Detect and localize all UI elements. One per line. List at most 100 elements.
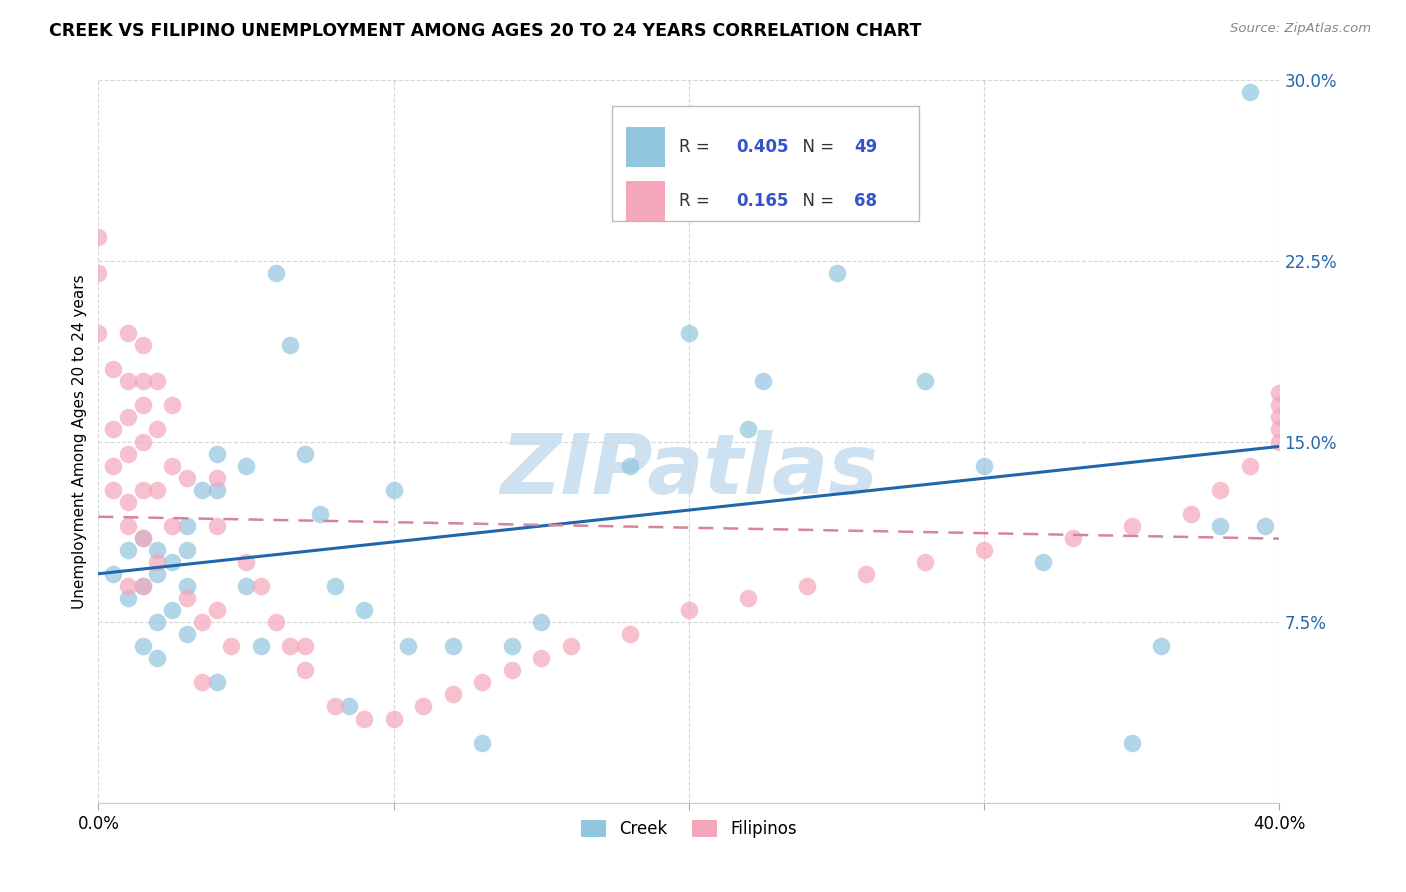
- Point: [103, 483, 125, 497]
- Point: [250, 579, 273, 593]
- Point: [132, 579, 155, 593]
- Point: [117, 410, 139, 425]
- Text: 0.405: 0.405: [737, 138, 789, 156]
- Point: [973, 458, 995, 473]
- Point: [294, 664, 316, 678]
- Text: N =: N =: [792, 138, 839, 156]
- Point: [205, 518, 228, 533]
- Point: [205, 483, 228, 497]
- Point: [250, 639, 273, 653]
- Bar: [626, 181, 665, 221]
- Point: [132, 338, 155, 352]
- Point: [560, 639, 582, 653]
- Point: [117, 518, 139, 533]
- Point: [176, 627, 198, 641]
- Text: 68: 68: [855, 193, 877, 211]
- Point: [87, 266, 110, 280]
- Point: [132, 398, 155, 412]
- Point: [471, 735, 494, 749]
- Point: [87, 326, 110, 340]
- Point: [382, 712, 405, 726]
- Legend: Creek, Filipinos: Creek, Filipinos: [574, 814, 804, 845]
- Point: [146, 651, 169, 665]
- Point: [530, 615, 553, 630]
- Point: [235, 555, 257, 569]
- Point: [1239, 85, 1261, 99]
- Point: [103, 362, 125, 376]
- Point: [1239, 458, 1261, 473]
- Text: 0.165: 0.165: [737, 193, 789, 211]
- Point: [294, 446, 316, 460]
- Point: [132, 639, 155, 653]
- Point: [103, 422, 125, 436]
- Point: [1180, 507, 1202, 521]
- Point: [117, 579, 139, 593]
- Point: [1032, 555, 1054, 569]
- Bar: [626, 128, 665, 167]
- Point: [221, 639, 243, 653]
- Point: [678, 326, 700, 340]
- Point: [294, 639, 316, 653]
- Point: [855, 567, 877, 582]
- Point: [117, 494, 139, 508]
- Point: [1268, 410, 1291, 425]
- Point: [1209, 518, 1232, 533]
- Point: [471, 675, 494, 690]
- Point: [412, 699, 434, 714]
- Point: [176, 579, 198, 593]
- Point: [146, 567, 169, 582]
- Point: [619, 458, 641, 473]
- Point: [530, 651, 553, 665]
- Point: [398, 639, 420, 653]
- Point: [132, 434, 155, 449]
- Point: [339, 699, 361, 714]
- Point: [132, 374, 155, 388]
- Point: [235, 458, 257, 473]
- Point: [264, 615, 287, 630]
- Point: [162, 603, 183, 617]
- Point: [132, 579, 155, 593]
- Point: [737, 591, 759, 605]
- Point: [678, 603, 700, 617]
- Point: [737, 422, 759, 436]
- Point: [309, 507, 332, 521]
- Point: [146, 615, 169, 630]
- Point: [1121, 518, 1143, 533]
- Point: [752, 374, 775, 388]
- Point: [191, 675, 214, 690]
- Point: [176, 470, 198, 484]
- Point: [162, 398, 183, 412]
- Point: [280, 639, 302, 653]
- Point: [280, 338, 302, 352]
- Point: [1268, 398, 1291, 412]
- Text: R =: R =: [679, 193, 721, 211]
- Y-axis label: Unemployment Among Ages 20 to 24 years: Unemployment Among Ages 20 to 24 years: [72, 274, 87, 609]
- Point: [87, 230, 110, 244]
- Point: [914, 555, 936, 569]
- Point: [501, 664, 523, 678]
- Point: [323, 699, 346, 714]
- Point: [1062, 531, 1084, 545]
- Point: [146, 374, 169, 388]
- Point: [1268, 434, 1291, 449]
- Point: [176, 591, 198, 605]
- Point: [323, 579, 346, 593]
- Point: [162, 458, 183, 473]
- Point: [132, 483, 155, 497]
- Point: [264, 266, 287, 280]
- Point: [973, 542, 995, 557]
- Point: [191, 615, 214, 630]
- Point: [205, 675, 228, 690]
- Point: [117, 542, 139, 557]
- Bar: [612, 105, 920, 221]
- Point: [117, 446, 139, 460]
- Point: [1254, 518, 1277, 533]
- Point: [205, 446, 228, 460]
- Point: [501, 639, 523, 653]
- Point: [117, 374, 139, 388]
- Point: [176, 542, 198, 557]
- Text: N =: N =: [792, 193, 839, 211]
- Point: [382, 483, 405, 497]
- Point: [825, 266, 848, 280]
- Point: [132, 531, 155, 545]
